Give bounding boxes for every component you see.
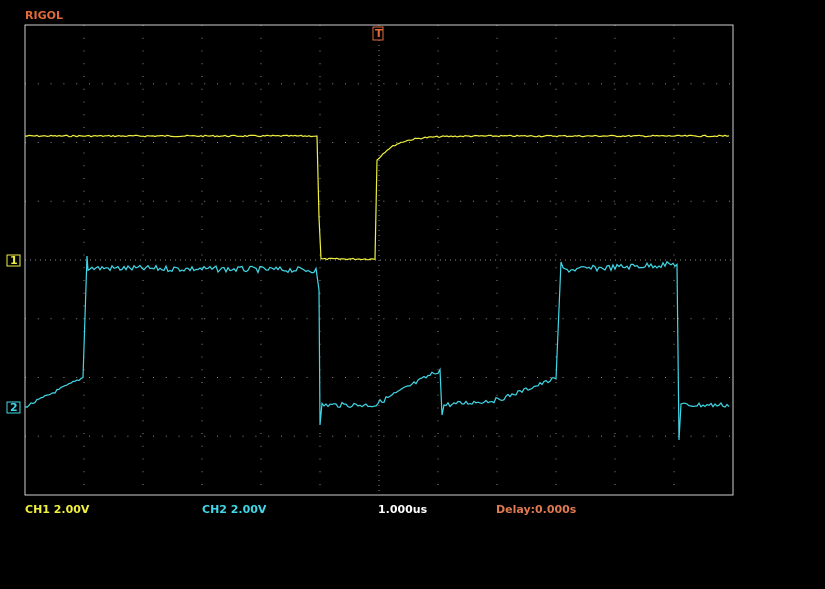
ch2-scale: CH2 2.00V [202, 503, 267, 516]
timebase: 1.000us [378, 503, 428, 516]
ch1-marker-box [6, 254, 21, 267]
trigger-marker: T [375, 27, 383, 40]
ch1-marker: 1 [10, 254, 18, 267]
brand: RIGOL [25, 9, 63, 22]
ch1-trace [24, 134, 730, 261]
ch1-scale: CH1 2.00V [25, 503, 90, 516]
trigger-marker-box [372, 26, 384, 41]
ch2-marker-box [6, 401, 21, 414]
delay: Delay:0.000s [496, 503, 577, 516]
grid [25, 25, 733, 495]
graticule-frame [24, 24, 734, 496]
ch2-marker: 2 [10, 401, 18, 414]
ch2-trace [24, 255, 730, 441]
